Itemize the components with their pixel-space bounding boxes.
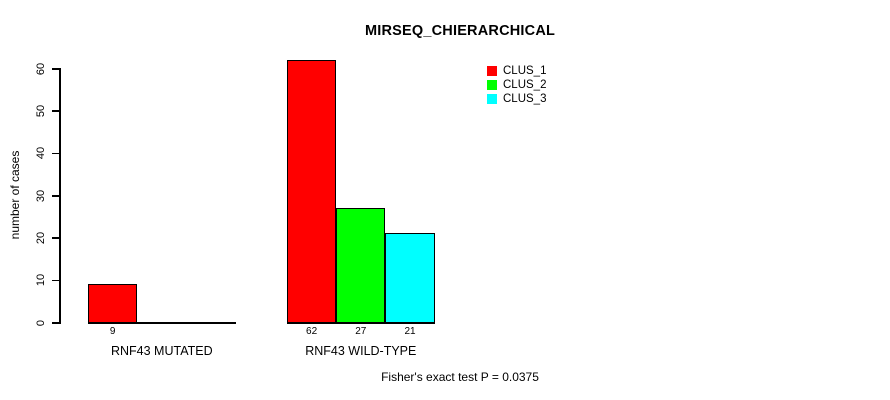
bar-clus_1-rnf43-wild-type	[287, 59, 337, 324]
chart-title: MIRSEQ_CHIERARCHICAL	[364, 23, 556, 39]
legend-item: CLUS_3	[487, 92, 546, 106]
category-baseline	[88, 322, 236, 324]
y-tick-label: 60	[35, 62, 47, 75]
y-tick-label: 10	[35, 274, 47, 287]
bar-value-label: 27	[355, 326, 367, 337]
legend-swatch-clus_1	[487, 66, 497, 76]
y-axis-line	[59, 68, 61, 324]
y-axis-tick	[52, 68, 59, 70]
bar-clus_2-rnf43-wild-type	[336, 207, 386, 324]
legend-swatch-clus_3	[487, 94, 497, 104]
y-axis-tick	[52, 279, 59, 282]
y-tick-label: 20	[35, 231, 47, 244]
y-tick-label: 30	[35, 189, 47, 202]
y-axis-title: number of cases	[8, 150, 22, 240]
annotation-fisher-test: Fisher's exact test P = 0.0375	[381, 370, 539, 384]
bar-clus_3-rnf43-wild-type	[385, 233, 435, 324]
legend-item: CLUS_2	[487, 78, 546, 92]
x-category-label: RNF43 WILD-TYPE	[305, 344, 417, 358]
legend-swatch-clus_2	[487, 80, 497, 90]
y-tick-label: 40	[35, 147, 47, 160]
legend-label: CLUS_1	[503, 65, 547, 77]
bar-value-label: 62	[306, 326, 318, 337]
bar-value-label: 9	[109, 326, 116, 337]
y-axis-tick	[52, 195, 59, 197]
bar-clus_1-rnf43-mutated	[88, 283, 138, 324]
y-axis-tick	[52, 152, 59, 155]
y-tick-label: 0	[35, 319, 47, 326]
bar-value-label: 21	[404, 326, 416, 337]
x-category-label: RNF43 MUTATED	[110, 344, 213, 358]
y-axis-tick	[52, 237, 59, 239]
y-tick-label: 50	[35, 104, 47, 117]
legend-item: CLUS_1	[487, 64, 546, 78]
y-axis-tick	[52, 322, 59, 324]
legend-label: CLUS_2	[503, 79, 547, 91]
legend-label: CLUS_3	[503, 93, 547, 105]
y-axis-tick	[52, 110, 59, 112]
legend: CLUS_1 CLUS_2 CLUS_3	[487, 64, 546, 106]
